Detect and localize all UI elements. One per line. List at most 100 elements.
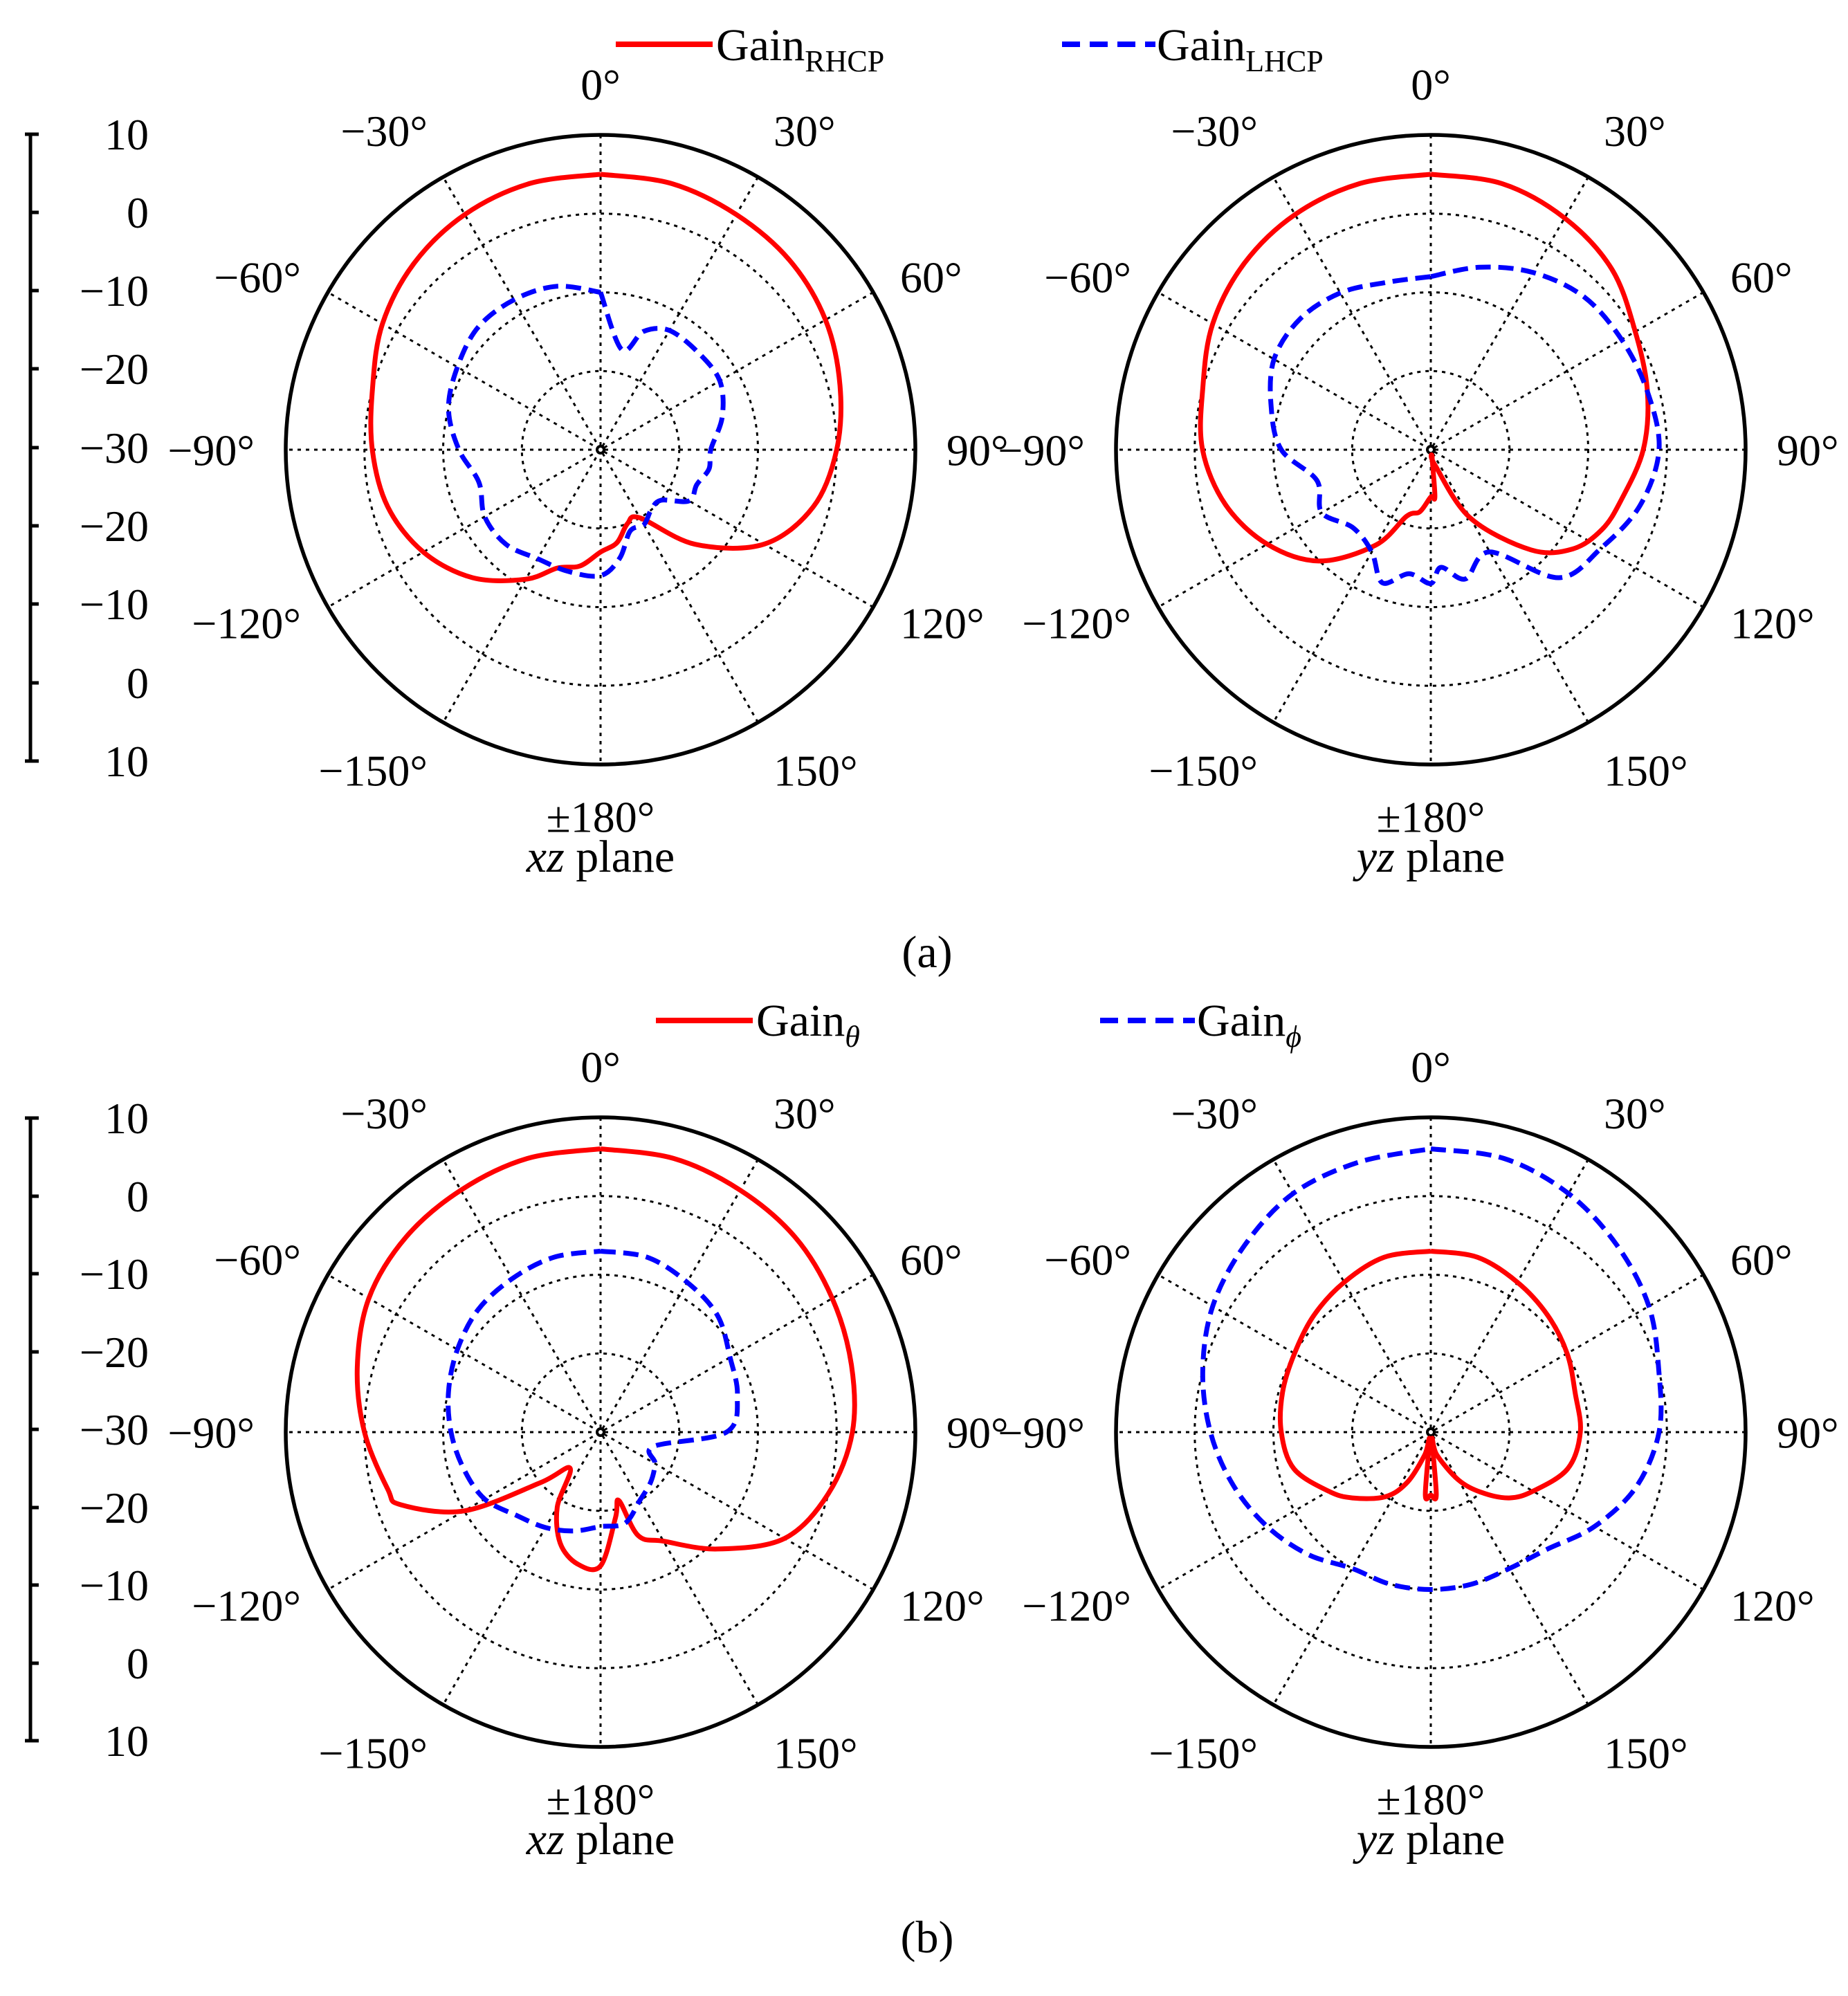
plane-title: yz plane	[1353, 1814, 1505, 1865]
scale-a-tick-0: 10	[25, 110, 149, 159]
scale-b-tick-1: 0	[30, 1172, 149, 1221]
grid-ring-0	[1351, 1352, 1511, 1512]
grid-spoke-150	[442, 1159, 759, 1705]
scale-b-tick-label-5: −20	[80, 1483, 149, 1532]
grid-spoke-30	[442, 176, 759, 723]
scale-a-tick-label-6: −10	[80, 580, 149, 629]
angle-label: 90°	[946, 425, 1009, 475]
angle-label: ±180°	[1377, 1775, 1485, 1824]
scale-a-tick-label-1: 0	[127, 188, 149, 237]
angle-label: −120°	[1022, 1581, 1131, 1630]
angle-label: −60°	[214, 253, 301, 302]
angle-label: 0°	[580, 60, 621, 109]
angle-label: 30°	[774, 107, 836, 156]
angle-label: −90°	[167, 425, 255, 475]
angle-label: ±180°	[547, 792, 655, 841]
scale-a-tick-label-3: −20	[80, 345, 149, 394]
plane-title-rest: plane	[1395, 1814, 1505, 1865]
legend-a-rhcp-label: GainRHCP	[716, 20, 884, 78]
scale-b-tick-5: −20	[30, 1483, 149, 1532]
grid-spoke-60	[1158, 1274, 1704, 1591]
plane-title: xz plane	[526, 1814, 675, 1865]
angle-label: −60°	[214, 1235, 301, 1284]
scale-a-tick-7: 0	[30, 659, 149, 708]
plane-title-axes: yz	[1353, 1814, 1395, 1865]
angle-label: 150°	[774, 746, 858, 795]
plane-title: xz plane	[526, 832, 675, 882]
series-primary-curve	[1198, 172, 1651, 564]
scale-b-tick-8: 10	[25, 1716, 149, 1766]
series-primary-curve	[354, 1146, 857, 1573]
panel-label-a: (a)	[902, 927, 952, 978]
angle-label: 30°	[774, 1089, 836, 1138]
angle-label: 0°	[1411, 1043, 1451, 1092]
grid-spoke-150	[442, 176, 759, 723]
angle-label: 90°	[1777, 425, 1839, 475]
legend-b: Gainθ Gainϕ	[656, 996, 1301, 1054]
angle-label: −30°	[1171, 1089, 1258, 1138]
scale-bar-a: 10 0 −10 −20 −30 −20 −10 0 10	[25, 110, 149, 786]
grid-spoke-30	[1272, 176, 1589, 723]
scale-b-tick-7: 0	[30, 1639, 149, 1688]
scale-a-tick-label-4: −30	[80, 423, 149, 473]
plane-title-axes: xz	[526, 1814, 565, 1865]
angle-label: −150°	[318, 746, 428, 795]
scale-a-tick-5: −20	[30, 502, 149, 551]
angle-label: −60°	[1044, 1235, 1131, 1284]
angle-label: 150°	[1604, 746, 1688, 795]
angle-label: 120°	[900, 1581, 985, 1630]
scale-b-tick-label-3: −20	[80, 1328, 149, 1377]
grid-spoke-120	[327, 1274, 874, 1591]
outer-ring	[284, 133, 917, 767]
angle-label: −120°	[192, 598, 301, 648]
grid-ring-0	[1351, 369, 1511, 530]
scale-a-tick-label-8: 10	[104, 737, 149, 786]
scale-b-tick-0: 10	[25, 1094, 149, 1143]
scale-b-tick-2: −10	[30, 1249, 149, 1299]
plane-title-rest: plane	[565, 832, 675, 882]
angle-label: 30°	[1604, 107, 1666, 156]
plane-title-axes: xz	[526, 832, 565, 882]
grid-spoke-120	[1158, 291, 1704, 608]
plane-title: yz plane	[1353, 832, 1505, 882]
angle-label: ±180°	[1377, 792, 1485, 841]
scale-bar-b: 10 0 −10 −20 −30 −20 −10 0 10	[25, 1094, 149, 1766]
legend-b-theta-label: Gainθ	[756, 996, 860, 1054]
legend-a: GainRHCP GainLHCP	[616, 20, 1324, 78]
scale-a-tick-label-0: 10	[104, 110, 149, 159]
scale-b-tick-label-0: 10	[104, 1094, 149, 1143]
series-primary-curve	[368, 172, 843, 583]
grid-spoke-60	[327, 1274, 874, 1591]
scale-a-tick-label-5: −20	[80, 502, 149, 551]
grid-ring-1	[1272, 1274, 1589, 1591]
grid-spoke-120	[327, 291, 874, 608]
angle-label: −60°	[1044, 253, 1131, 302]
center-dot-inner	[1429, 1430, 1433, 1434]
scale-b-tick-4: −30	[30, 1405, 149, 1454]
center-dot-inner	[598, 1430, 603, 1434]
plane-title-rest: plane	[565, 1814, 675, 1865]
angle-label: 0°	[1411, 60, 1451, 109]
scale-b-tick-label-8: 10	[104, 1716, 149, 1766]
angle-label: 60°	[900, 253, 962, 302]
grid-spoke-120	[1158, 1274, 1704, 1591]
angle-label: −90°	[167, 1408, 255, 1457]
angle-label: −30°	[1171, 107, 1258, 156]
angle-label: −150°	[318, 1728, 428, 1777]
grid-spoke-30	[1272, 1159, 1589, 1705]
scale-a-tick-4: −30	[30, 423, 149, 473]
scale-a-tick-3: −20	[30, 345, 149, 394]
grid-spoke-150	[1272, 1159, 1589, 1705]
angle-label: 120°	[1730, 598, 1815, 648]
angle-label: 60°	[900, 1235, 962, 1284]
scale-a-tick-label-2: −10	[80, 266, 149, 315]
angle-label: 150°	[774, 1728, 858, 1777]
plane-title-rest: plane	[1395, 832, 1505, 882]
angle-label: −90°	[998, 1408, 1085, 1457]
panel-label-b: (b)	[901, 1912, 954, 1963]
grid-ring-1	[1272, 291, 1589, 608]
angle-label: ±180°	[547, 1775, 655, 1824]
legend-b-phi-label: Gainϕ	[1197, 996, 1301, 1054]
angle-label: 60°	[1730, 253, 1793, 302]
